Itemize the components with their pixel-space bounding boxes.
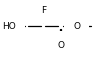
Text: O: O	[57, 40, 64, 49]
Text: O: O	[73, 22, 80, 31]
Text: HO: HO	[2, 22, 16, 31]
Text: F: F	[41, 6, 46, 15]
